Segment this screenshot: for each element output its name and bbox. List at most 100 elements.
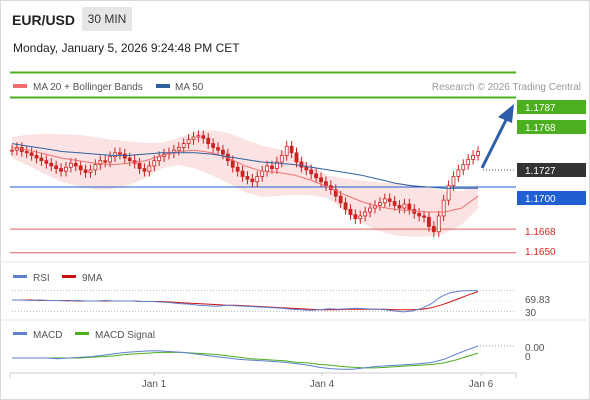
candle-body [402,203,407,209]
resistance-2-tag [517,120,586,134]
candle-body [451,176,456,187]
pivot-label: 1.1700 [525,194,556,205]
macd-line [12,345,479,370]
candle-body [289,145,294,154]
candle-body [122,153,127,159]
candle-body [353,214,358,219]
support-1-label: 1.1668 [525,227,556,238]
macd-zero-label: 0 [525,352,531,363]
macd-signal-legend-swatch [75,332,89,335]
candle-body [98,160,103,166]
candle-body [196,135,201,138]
moving-averages [11,143,479,213]
candle-body [44,160,49,164]
candle-body [103,160,108,163]
candlesticks [10,130,480,237]
candle-body [397,205,402,209]
ma50-legend-swatch [156,84,170,88]
timeframe-button[interactable]: 30 MIN [82,7,132,31]
candle-body [441,199,446,217]
projection-arrow [480,117,509,169]
ma50-legend-label: MA 50 [175,82,204,93]
bollinger-bands [12,130,478,237]
candle-body [34,155,39,159]
candle-body [260,170,265,177]
pivot-tag [517,191,586,205]
candle-body [59,168,63,172]
candle-body [10,149,14,152]
candle-body [93,164,98,171]
resistance-2-label: 1.1768 [525,123,556,134]
candle-body [436,215,441,233]
candle-body [118,152,122,155]
rsi-panel [12,290,516,313]
candle-body [324,181,328,187]
last-price-label: 1.1727 [525,166,556,177]
candle-body [270,165,274,169]
candle-body [206,137,211,144]
candle-body [88,169,93,173]
candle-body [309,169,314,175]
candle-body [358,215,363,219]
research-credit: Research © 2026 Trading Central [432,82,581,93]
candle-body [392,201,397,206]
candle-body [78,165,83,171]
candle-body [235,166,240,172]
macd-signal-line [12,351,479,369]
candle-body [152,160,157,167]
candle-body [186,139,191,144]
candle-body [304,166,309,171]
rsi-value-label: 69.83 [525,295,550,306]
candle-body [211,143,216,148]
candle-body [471,155,475,160]
candle-body [417,212,422,217]
candle-body [108,156,113,163]
arrowhead-icon [498,104,514,123]
candle-body [255,176,260,183]
candle-body [29,152,34,156]
bollinger-band-fill [12,130,478,237]
candle-body [191,136,196,141]
candle-body [407,203,412,210]
candle-body [250,178,255,183]
macd-signal-legend-label: MACD Signal [95,330,155,341]
macd-legend-swatch [13,332,27,335]
x-tick-label-jan4: Jan 4 [310,379,335,390]
candle-body [113,152,117,158]
candle-body [314,173,319,179]
candle-body [422,215,426,218]
candle-body [216,147,220,151]
candle-body [427,216,431,227]
candle-body [333,189,338,197]
ma50-line [11,143,478,189]
candle-body [83,169,88,173]
candle-body [284,145,289,156]
candle-body [431,226,436,233]
macd-value-label: 0.00 [525,343,545,354]
x-tick-label-jan1: Jan 1 [142,379,167,390]
candle-body [127,157,132,162]
candle-body [319,177,323,183]
candle-body [39,157,44,162]
rsi-line [12,290,478,313]
ma20-line [11,147,479,213]
symbol-label: EUR/USD [12,12,76,28]
candle-body [368,207,372,213]
x-tick-label-jan6: Jan 6 [469,379,494,390]
candle-body [230,160,235,168]
candle-body [54,165,59,169]
ma20-legend-label: MA 20 + Bollinger Bands [33,82,143,93]
candle-body [363,211,368,217]
candle-body [274,161,279,169]
datetime-label: Monday, January 5, 2026 9:24:48 PM CET [13,41,240,55]
candle-body [240,170,245,177]
rsi-oversold-label: 30 [525,308,537,319]
resistance-1-label: 1.1787 [525,103,556,114]
candle-body [343,202,348,210]
candle-body [265,165,269,172]
candle-body [181,143,186,148]
rsi-ma-legend-swatch [62,275,76,278]
candle-body [137,162,142,169]
candle-body [49,162,54,167]
